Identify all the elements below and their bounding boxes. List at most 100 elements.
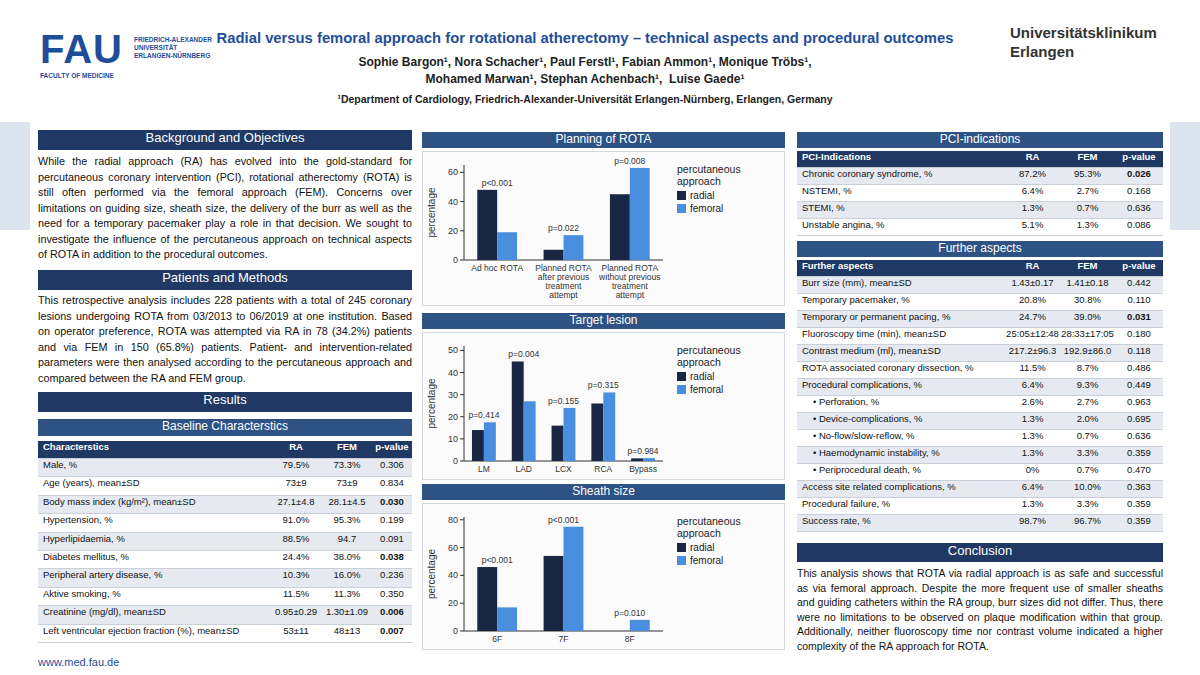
table-cell: 1.30±1.09 [322,606,372,624]
category-label-line: LCX [555,464,572,474]
table-cell: Peripheral artery disease, % [38,569,270,587]
table-cell: 30.8% [1060,294,1115,311]
annotation: p=0.004 [508,349,539,359]
table-cell: 48±13 [322,625,372,643]
table-cell: 1.43±0.17 [1005,277,1060,294]
authors: Mohamed Marwan¹, Stephan Achenbach¹, Lui… [185,72,985,86]
table-cell: 1.3% [1005,202,1060,219]
chart: 020406080percentagep<0.001p<0.001p=0.010… [422,503,785,650]
table-cell: Fluoroscopy time (min), mean±SD [797,328,1005,345]
table-cell: 25:05±12:48 [1005,328,1060,345]
bar [484,422,496,461]
table-row: • Perforation, %2.6%2.7%0.963 [797,396,1163,413]
table-row: Access site related complications, %6.4%… [797,481,1163,498]
column-header: PCI-Indications [797,151,1005,168]
y-axis [464,346,465,461]
table-row: Burr size (mm), mean±SD1.43±0.171.41±0.1… [797,277,1163,294]
table-cell: 0.363 [1115,481,1163,498]
category-label: RCA [594,464,612,474]
legend-title-line: approach [677,175,721,187]
table-cell: 0.470 [1115,464,1163,481]
bar [477,567,497,631]
section-header: PCI-indications [797,132,1163,148]
tick-mark [460,519,464,520]
bar [524,401,536,461]
table-row: • Haemodynamic instability, %1.3%3.3%0.3… [797,447,1163,464]
table-row: Left ventricular ejection fraction (%), … [38,625,412,643]
table-cell: 1.3% [1005,413,1060,430]
table-cell: 28:33±17:05 [1060,328,1115,345]
table-cell: ROTA associated coronary dissection, % [797,362,1005,379]
category-label-line: attempt [549,290,578,300]
table-cell: Procedural complications, % [797,379,1005,396]
table-cell: Male, % [38,459,270,477]
axis-label: percentage [426,187,437,237]
table-cell: 0.636 [1115,430,1163,447]
section-header: Patients and Methods [38,270,412,290]
table-cell: 0.7% [1060,430,1115,447]
table-row: Peripheral artery disease, %10.3%16.0%0.… [38,569,412,587]
table-cell: 1.3% [1005,447,1060,464]
table-row: • Periprocedural death, %0%0.7%0.470 [797,464,1163,481]
tick-mark [460,350,464,351]
table-row: Aktive smoking, %11.5%11.3%0.350 [38,588,412,606]
table-cell: 192.9±86.0 [1060,345,1115,362]
table-cell: 73±9 [270,477,322,495]
column-header: Further aspects [797,260,1005,277]
table-cell: Unstable angina, % [797,219,1005,236]
annotation: p=0.984 [628,446,659,456]
category-label-line: attempt [616,290,645,300]
table-cell: 11.5% [1005,362,1060,379]
table-row: STEMI, %1.3%0.7%0.636 [797,202,1163,219]
table-cell: 0.963 [1115,396,1163,413]
category-label: Ad hoc ROTA [471,263,523,273]
legend-label: femoral [690,384,723,395]
table-row: Hyperlipidaemia, %88.5%94.70.091 [38,533,412,551]
side-band [1170,122,1200,230]
table-cell: NSTEMI, % [797,185,1005,202]
table-cell: 6.4% [1005,481,1060,498]
table-cell: 0.95±0.29 [270,606,322,624]
bar [564,527,584,631]
table-row: Age (years), mean±SD73±973±90.834 [38,477,412,495]
table-cell: 0.180 [1115,328,1163,345]
legend-title-line: percutaneous [677,344,741,356]
column-header: RA [270,441,322,459]
legend-label: radial [690,542,714,553]
category-label-line: RCA [594,464,612,474]
annotation: p<0.001 [482,555,513,565]
table-cell: 24.4% [270,551,322,569]
column-header: RA [1005,260,1060,277]
logo-clinic: Erlangen [1010,43,1074,60]
bar [564,235,584,260]
logo-faculty: FACULTY OF MEDICINE [40,72,114,79]
chart-background [423,333,785,480]
table-row: Temporary or permanent pacing, %24.7%39.… [797,311,1163,328]
category-label: LM [478,464,490,474]
annotation: p=0.315 [588,380,619,390]
category-label-line: 6F [492,634,502,644]
annotation: p=0.414 [468,410,499,420]
table-header-row: Further aspectsRAFEMp-value [797,260,1163,277]
section-header: Baseline Characterstics [38,419,412,436]
bar [631,458,643,461]
table-cell: 1.3% [1005,430,1060,447]
annotation: p=0.155 [548,396,579,406]
tick-mark [460,603,464,604]
column-header: p-value [372,441,412,459]
section-header: Background and Objectives [38,130,412,150]
bar [512,361,524,461]
legend-title-line: percutaneous [677,163,741,175]
annotation: p=0.008 [614,156,645,166]
section-header: Target lesion [422,313,785,329]
bar [603,392,615,461]
table-cell: 0.006 [372,606,412,624]
table-cell: Burr size (mm), mean±SD [797,277,1005,294]
table-cell: STEMI, % [797,202,1005,219]
table-cell: 87.2% [1005,168,1060,185]
tick-label: 30 [448,390,458,400]
column-header: p-value [1115,151,1163,168]
table-cell: Temporary or permanent pacing, % [797,311,1005,328]
category-label: LCX [555,464,572,474]
table-row: Procedural complications, %6.4%9.3%0.449 [797,379,1163,396]
